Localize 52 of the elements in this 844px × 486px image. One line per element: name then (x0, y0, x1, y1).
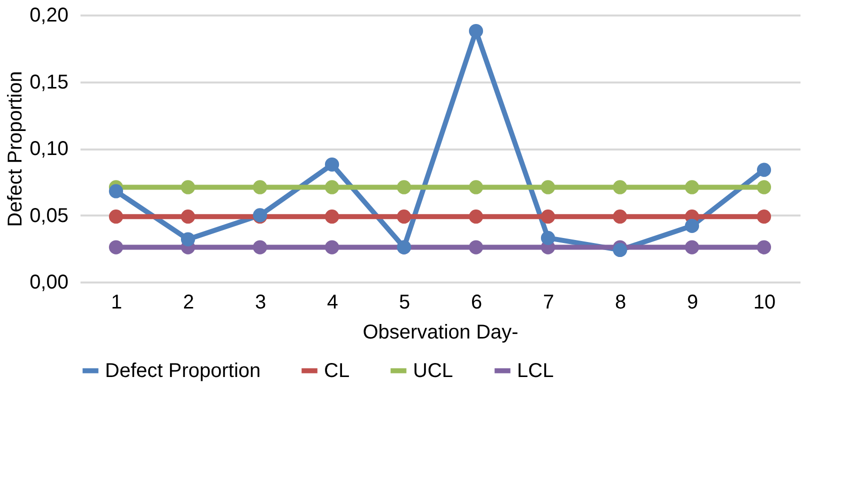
point (324, 210, 340, 224)
point (540, 180, 556, 194)
y-axis-title: Defect Proportion (4, 71, 27, 227)
point (252, 180, 268, 194)
point (756, 162, 772, 177)
x-axis-title: Observation Day- (362, 322, 518, 344)
point (468, 24, 484, 38)
x-tick-label: 2 (182, 292, 194, 314)
point (468, 240, 484, 254)
point (468, 210, 484, 224)
x-tick-label: 5 (398, 292, 410, 314)
x-tick-label: 9 (686, 292, 698, 314)
point (108, 210, 124, 224)
x-tick-label: 1 (110, 292, 122, 314)
y-tick-label: 0,05 (30, 204, 68, 227)
point (396, 180, 412, 194)
y-tick-label: 0,20 (30, 4, 68, 26)
point (324, 157, 340, 172)
point (396, 210, 412, 224)
legend-label: LCL (517, 360, 554, 382)
point (684, 240, 700, 254)
legend-label: Defect Proportion (105, 360, 261, 382)
point (612, 180, 628, 194)
legend-label: CL (324, 360, 350, 382)
point (108, 240, 124, 254)
point (180, 180, 196, 194)
point (684, 218, 700, 233)
point (756, 210, 772, 224)
point (540, 230, 556, 245)
point (180, 232, 196, 246)
y-tick-label: 0,00 (30, 272, 68, 294)
point (468, 180, 484, 194)
legend-label: UCL (413, 360, 454, 382)
point (108, 184, 124, 198)
point (324, 240, 340, 254)
x-tick-label: 10 (753, 292, 776, 314)
point (252, 240, 268, 254)
point (684, 180, 700, 194)
point (324, 180, 340, 194)
point (612, 242, 628, 258)
point (540, 210, 556, 224)
point (612, 210, 628, 224)
x-tick-label: 3 (254, 292, 266, 314)
point (180, 210, 196, 224)
point (756, 180, 772, 194)
y-tick-label: 0,15 (30, 71, 68, 94)
x-tick-label: 4 (326, 292, 338, 314)
x-tick-label: 8 (614, 292, 626, 314)
x-tick-label: 6 (470, 292, 482, 314)
y-tick-label: 0,10 (30, 138, 68, 160)
point (756, 240, 772, 254)
x-tick-label: 7 (542, 292, 554, 314)
